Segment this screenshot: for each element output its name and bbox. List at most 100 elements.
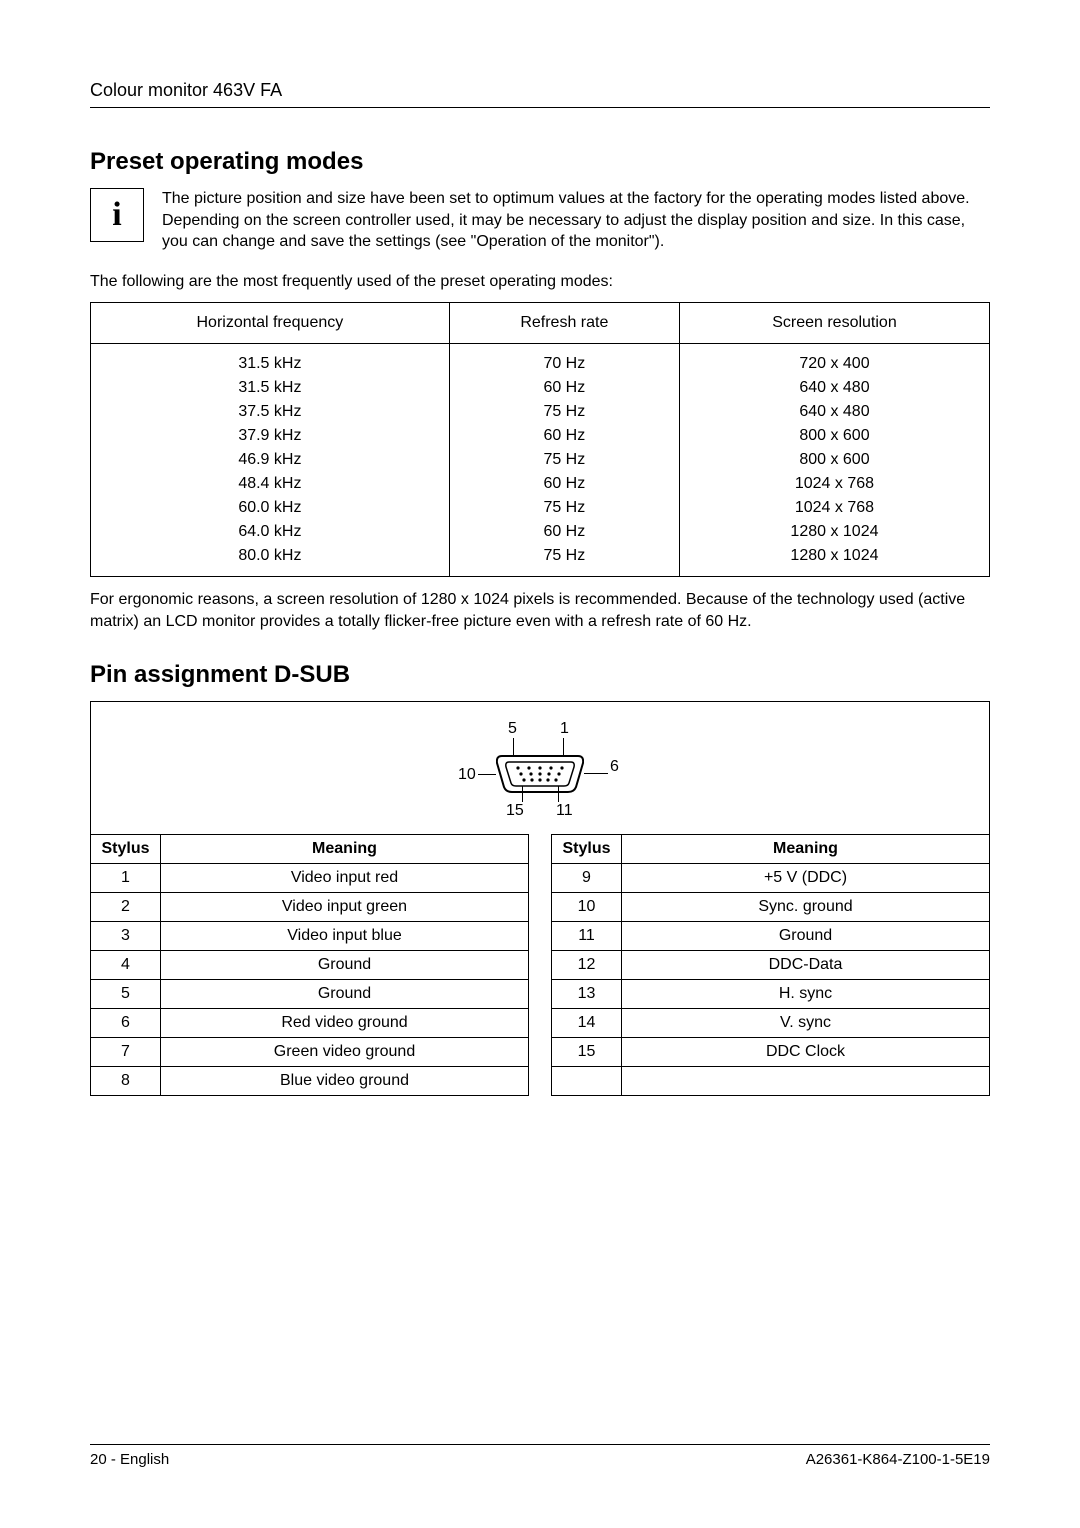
modes-cell: 31.5 kHz <box>91 376 450 400</box>
pin-label-5: 5 <box>508 720 517 738</box>
modes-cell: 75 Hz <box>449 448 679 472</box>
leader-line <box>584 773 608 774</box>
modes-row: 80.0 kHz75 Hz1280 x 1024 <box>91 544 990 577</box>
modes-cell: 800 x 600 <box>679 424 989 448</box>
pin-stylus-cell: 5 <box>91 979 161 1008</box>
doc-title: Colour monitor 463V FA <box>90 80 990 101</box>
pin-stylus-cell: 2 <box>91 892 161 921</box>
modes-cell: 46.9 kHz <box>91 448 450 472</box>
pin-table-left: Stylus Meaning 1Video input red2Video in… <box>90 834 529 1096</box>
modes-cell: 1024 x 768 <box>679 472 989 496</box>
modes-cell: 60 Hz <box>449 424 679 448</box>
modes-row: 48.4 kHz60 Hz1024 x 768 <box>91 472 990 496</box>
pin-meaning-cell: Video input green <box>161 892 529 921</box>
preset-intro: The following are the most frequently us… <box>90 271 990 293</box>
leader-line <box>478 774 496 775</box>
leader-line <box>513 738 514 756</box>
modes-cell: 64.0 kHz <box>91 520 450 544</box>
dsub-diagram: 5 1 6 10 15 11 <box>410 720 670 820</box>
info-icon: i <box>90 188 144 242</box>
pin-label-15: 15 <box>506 802 524 820</box>
page-header: Colour monitor 463V FA <box>90 80 990 108</box>
pin-header-row: Stylus Meaning <box>91 834 529 863</box>
pin-meaning-cell: Ground <box>622 921 990 950</box>
modes-cell: 800 x 600 <box>679 448 989 472</box>
preset-note: For ergonomic reasons, a screen resoluti… <box>90 589 990 632</box>
modes-row: 37.5 kHz75 Hz640 x 480 <box>91 400 990 424</box>
modes-cell: 640 x 480 <box>679 400 989 424</box>
pin-meaning-cell: Sync. ground <box>622 892 990 921</box>
pin-row: 8Blue video ground <box>91 1066 529 1095</box>
pin-row <box>552 1066 990 1095</box>
pin-row: 10Sync. ground <box>552 892 990 921</box>
modes-row: 46.9 kHz75 Hz800 x 600 <box>91 448 990 472</box>
pin-meaning-cell: V. sync <box>622 1008 990 1037</box>
pin-meaning-cell: Video input red <box>161 863 529 892</box>
modes-col-hfreq: Horizontal frequency <box>91 303 450 344</box>
pin-stylus-cell: 14 <box>552 1008 622 1037</box>
modes-cell: 60 Hz <box>449 376 679 400</box>
pin-meaning-cell: Blue video ground <box>161 1066 529 1095</box>
pin-meaning-cell: DDC Clock <box>622 1037 990 1066</box>
pin-row: 2Video input green <box>91 892 529 921</box>
leader-line <box>558 786 559 802</box>
pin-meaning-cell: Red video ground <box>161 1008 529 1037</box>
pin-label-1: 1 <box>560 720 569 738</box>
pin-row: 11Ground <box>552 921 990 950</box>
modes-table: Horizontal frequency Refresh rate Screen… <box>90 302 990 577</box>
pin-stylus-cell: 4 <box>91 950 161 979</box>
pin-meaning-cell: Ground <box>161 950 529 979</box>
pin-row: 1Video input red <box>91 863 529 892</box>
pin-col-meaning: Meaning <box>622 834 990 863</box>
pin-row: 9+5 V (DDC) <box>552 863 990 892</box>
modes-cell: 48.4 kHz <box>91 472 450 496</box>
modes-cell: 1280 x 1024 <box>679 544 989 577</box>
modes-cell: 37.9 kHz <box>91 424 450 448</box>
pin-row: 12DDC-Data <box>552 950 990 979</box>
modes-col-refresh: Refresh rate <box>449 303 679 344</box>
pin-meaning-cell: DDC-Data <box>622 950 990 979</box>
page-content: Colour monitor 463V FA Preset operating … <box>0 0 1080 1136</box>
leader-line <box>563 738 564 756</box>
pin-stylus-cell: 3 <box>91 921 161 950</box>
pin-meaning-cell: +5 V (DDC) <box>622 863 990 892</box>
pin-stylus-cell: 1 <box>91 863 161 892</box>
pin-stylus-cell: 10 <box>552 892 622 921</box>
modes-cell: 60 Hz <box>449 520 679 544</box>
modes-cell: 31.5 kHz <box>91 344 450 377</box>
pin-label-10: 10 <box>458 766 476 784</box>
pin-label-6: 6 <box>610 758 619 776</box>
pins-heading: Pin assignment D-SUB <box>90 661 990 689</box>
modes-cell: 37.5 kHz <box>91 400 450 424</box>
modes-cell: 75 Hz <box>449 496 679 520</box>
modes-cell: 60.0 kHz <box>91 496 450 520</box>
modes-row: 31.5 kHz70 Hz720 x 400 <box>91 344 990 377</box>
modes-row: 64.0 kHz60 Hz1280 x 1024 <box>91 520 990 544</box>
pin-row: 15DDC Clock <box>552 1037 990 1066</box>
pin-meaning-cell: Video input blue <box>161 921 529 950</box>
modes-cell: 80.0 kHz <box>91 544 450 577</box>
info-note: i The picture position and size have bee… <box>90 188 990 253</box>
footer-right: A26361-K864-Z100-1-5E19 <box>806 1451 990 1468</box>
pin-col-stylus: Stylus <box>552 834 622 863</box>
leader-line <box>522 786 523 802</box>
pin-meaning-cell: H. sync <box>622 979 990 1008</box>
pin-row: 3Video input blue <box>91 921 529 950</box>
modes-cell: 60 Hz <box>449 472 679 496</box>
pin-stylus-cell: 9 <box>552 863 622 892</box>
pin-tables: Stylus Meaning 1Video input red2Video in… <box>90 834 990 1096</box>
pin-stylus-cell: 12 <box>552 950 622 979</box>
pin-stylus-cell <box>552 1066 622 1095</box>
pin-table-right: Stylus Meaning 9+5 V (DDC)10Sync. ground… <box>551 834 990 1096</box>
modes-header-row: Horizontal frequency Refresh rate Screen… <box>91 303 990 344</box>
pin-stylus-cell: 8 <box>91 1066 161 1095</box>
modes-cell: 75 Hz <box>449 544 679 577</box>
pin-row: 6Red video ground <box>91 1008 529 1037</box>
info-text: The picture position and size have been … <box>162 188 990 253</box>
info-letter: i <box>112 196 121 234</box>
pin-meaning-cell <box>622 1066 990 1095</box>
pin-meaning-cell: Green video ground <box>161 1037 529 1066</box>
pin-col-stylus: Stylus <box>91 834 161 863</box>
footer-left: 20 - English <box>90 1451 169 1468</box>
pin-section: Pin assignment D-SUB 5 1 6 10 <box>90 661 990 1096</box>
